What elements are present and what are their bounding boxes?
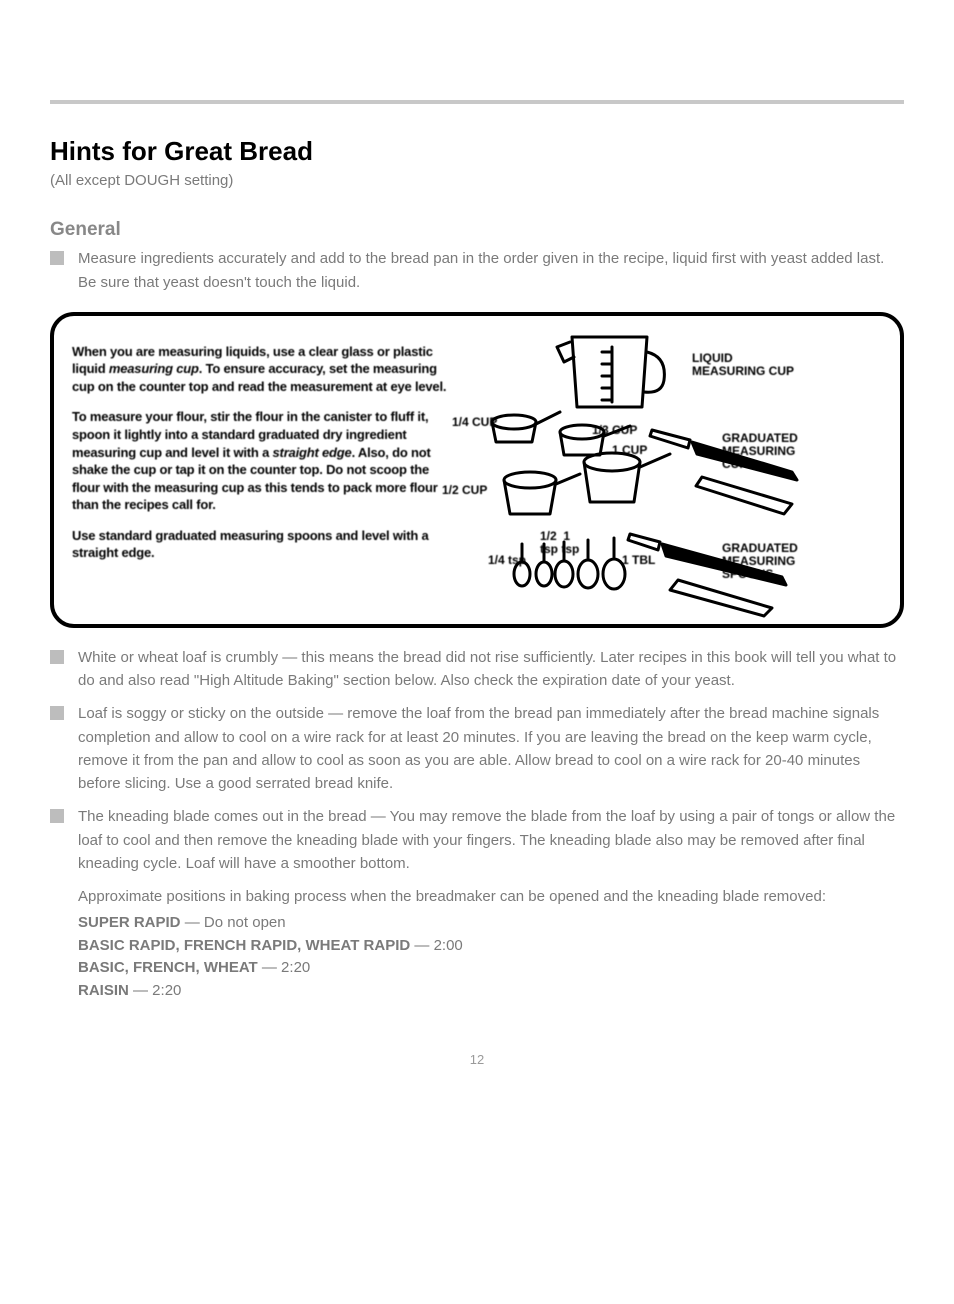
square-bullet-icon: [50, 650, 64, 664]
bullet-row: White or wheat loaf is crumbly — this me…: [50, 646, 904, 693]
bullet2-text: White or wheat loaf is crumbly — this me…: [78, 646, 904, 693]
title-sub: (All except DOUGH setting): [50, 171, 904, 191]
positions-list: SUPER RAPID — Do not openBASIC RAPID, FR…: [78, 912, 904, 1002]
label-half-one-tsp: 1/2 1tsp tsp: [540, 530, 579, 556]
measuring-diagram-box: When you are measuring liquids, use a cl…: [50, 312, 904, 628]
label-one-cup: 1 CUP: [612, 444, 647, 457]
square-bullet-icon: [50, 251, 64, 265]
page-number: 12: [50, 1052, 904, 1067]
bullet4-text: The kneading blade comes out in the brea…: [78, 805, 904, 875]
diagram-text-column: When you are measuring liquids, use a cl…: [72, 330, 452, 610]
diagram-inner: When you are measuring liquids, use a cl…: [72, 330, 886, 610]
page: Hints for Great Bread (All except DOUGH …: [0, 0, 954, 1147]
bullet1-text: Measure ingredients accurately and add t…: [78, 247, 904, 294]
section-title: Hints for Great Bread (All except DOUGH …: [50, 134, 904, 191]
diagram-p1: When you are measuring liquids, use a cl…: [72, 343, 452, 396]
label-quarter-cup: 1/4 CUP: [452, 416, 497, 429]
top-rule: [50, 100, 904, 104]
diagram-p3: Use standard graduated measuring spoons …: [72, 527, 452, 562]
bullet3-text: Loaf is soggy or sticky on the outside —…: [78, 702, 904, 795]
label-one-tbl: 1 TBL: [622, 554, 655, 567]
diagram-p2: To measure your flour, stir the flour in…: [72, 408, 452, 513]
positions-heading: Approximate positions in baking process …: [78, 885, 904, 908]
diagram-illustration-column: LIQUIDMEASURING CUP 1/4 CUP 1/3 CUP 1 CU…: [462, 330, 886, 610]
label-liquid-cup: LIQUIDMEASURING CUP: [692, 352, 822, 378]
label-quarter-tsp: 1/4 tsp: [488, 554, 526, 567]
bullet-row: Measure ingredients accurately and add t…: [50, 247, 904, 294]
square-bullet-icon: [50, 706, 64, 720]
label-grad-cups: GRADUATEDMEASURINGCUPS: [722, 432, 832, 472]
label-half-cup: 1/2 CUP: [442, 484, 487, 497]
title-main: Hints for Great Bread: [50, 136, 313, 166]
general-heading: General: [50, 219, 904, 241]
bullet-row: The kneading blade comes out in the brea…: [50, 805, 904, 875]
label-grad-spoons: GRADUATEDMEASURINGSPOONS: [722, 542, 832, 582]
bullet-row: Loaf is soggy or sticky on the outside —…: [50, 702, 904, 795]
square-bullet-icon: [50, 809, 64, 823]
label-third-cup: 1/3 CUP: [592, 424, 637, 437]
